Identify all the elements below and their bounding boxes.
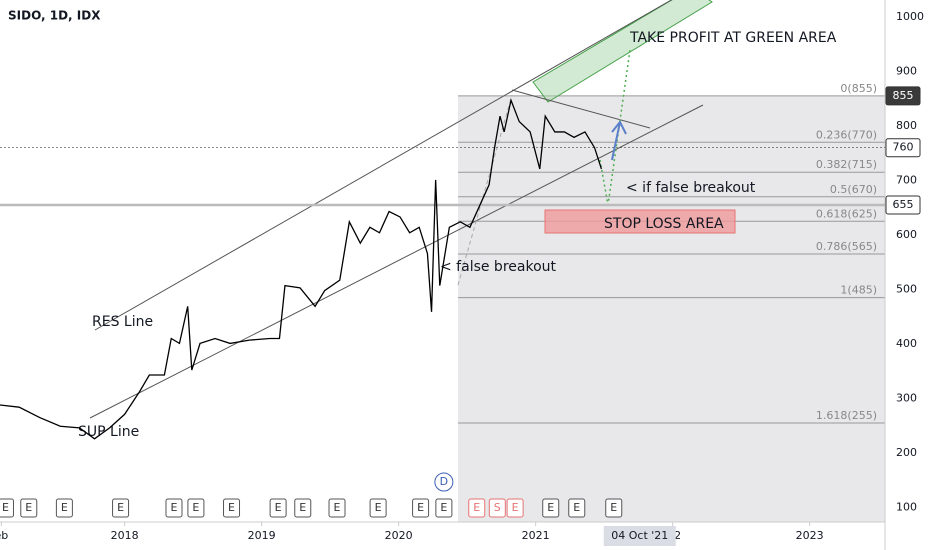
annotation: SUP Line <box>78 424 139 440</box>
event-label: S <box>494 501 501 514</box>
dividend-marker <box>434 472 454 492</box>
fib-label: 0.382(715) <box>816 158 877 171</box>
event-label: E <box>547 501 554 514</box>
price-label: 855 <box>893 89 914 102</box>
fib-label: 0.786(565) <box>816 240 877 253</box>
event-marker <box>165 498 183 518</box>
event-marker <box>294 498 312 518</box>
event-marker <box>0 498 14 518</box>
price-box <box>885 195 921 215</box>
x-tick-label: 2020 <box>385 529 413 542</box>
y-tick-label: 700 <box>896 173 917 186</box>
annotation: < false breakout <box>440 259 557 275</box>
event-marker <box>542 498 560 518</box>
fib-box <box>458 95 885 522</box>
triangle-line <box>511 89 651 129</box>
take-profit-area <box>532 0 713 103</box>
event-label: E <box>192 501 199 514</box>
y-tick-label: 400 <box>896 337 917 350</box>
event-label: E <box>61 501 68 514</box>
event-marker <box>468 498 486 518</box>
event-label: E <box>440 501 447 514</box>
y-tick-label: 100 <box>896 500 917 513</box>
y-tick-label: 600 <box>896 228 917 241</box>
fib-label: 1.618(255) <box>816 409 877 422</box>
price-line-series <box>0 98 603 440</box>
x-tick-label: eb <box>0 529 8 542</box>
x-tick-label: 2021 <box>522 529 550 542</box>
event-marker <box>187 498 205 518</box>
event-marker <box>112 498 130 518</box>
fib-label: 0.236(770) <box>816 128 877 141</box>
annotation: TAKE PROFIT AT GREEN AREA <box>629 30 837 46</box>
event-label: E <box>2 501 9 514</box>
event-marker <box>605 498 623 518</box>
event-label: E <box>299 501 306 514</box>
annotation: < if false breakout <box>626 180 756 196</box>
y-tick-label: 300 <box>896 391 917 404</box>
fib-label: 0.618(625) <box>816 207 877 220</box>
price-label: 760 <box>893 141 914 154</box>
event-label: E <box>334 501 341 514</box>
price-box <box>885 86 921 106</box>
event-marker <box>568 498 586 518</box>
y-tick-label: 200 <box>896 446 917 459</box>
fib-label: 0(855) <box>840 82 877 95</box>
fib-label: 1(485) <box>840 284 877 297</box>
event-label: E <box>573 501 580 514</box>
event-marker <box>488 498 506 518</box>
event-label: E <box>25 501 32 514</box>
event-marker <box>223 498 241 518</box>
event-label: E <box>228 501 235 514</box>
event-marker <box>20 498 38 518</box>
event-label: E <box>473 501 480 514</box>
res-line <box>94 0 673 331</box>
y-tick-label: 900 <box>896 64 917 77</box>
y-tick-label: 1000 <box>896 10 924 23</box>
arrow-head <box>611 120 627 135</box>
x-tick-label: 2019 <box>248 529 276 542</box>
x-tick-label: 2018 <box>111 529 139 542</box>
y-tick-label: 800 <box>896 119 917 132</box>
cursor-x-label: 04 Oct '21 <box>611 529 668 542</box>
arrow <box>611 121 621 161</box>
event-marker <box>506 498 524 518</box>
annotation: RES Line <box>92 314 153 330</box>
fib-label: 0.5(670) <box>830 183 877 196</box>
event-marker <box>435 498 453 518</box>
annotation: STOP LOSS AREA <box>604 216 724 232</box>
event-label: E <box>512 501 519 514</box>
event-marker <box>369 498 387 518</box>
event-label: E <box>417 501 424 514</box>
price-box <box>885 138 921 158</box>
dividend-label: D <box>440 475 448 488</box>
stop-loss-area <box>544 209 736 234</box>
event-label: E <box>375 501 382 514</box>
cursor-x-box <box>603 526 676 546</box>
event-label: E <box>117 501 124 514</box>
chart-title: SIDO, 1D, IDX <box>8 9 101 23</box>
x-tick-label: 2023 <box>796 529 824 542</box>
event-marker <box>412 498 430 518</box>
fib-area: 0(855) 0.236(770) 0.382(715) 0.5(670) 0.618(… <box>458 82 885 522</box>
y-tick-label: 500 <box>896 282 917 295</box>
event-label: E <box>610 501 617 514</box>
event-label: E <box>171 501 178 514</box>
event-marker <box>328 498 346 518</box>
event-label: E <box>275 501 282 514</box>
event-marker <box>269 498 287 518</box>
event-marker <box>55 498 73 518</box>
price-label: 655 <box>893 198 914 211</box>
